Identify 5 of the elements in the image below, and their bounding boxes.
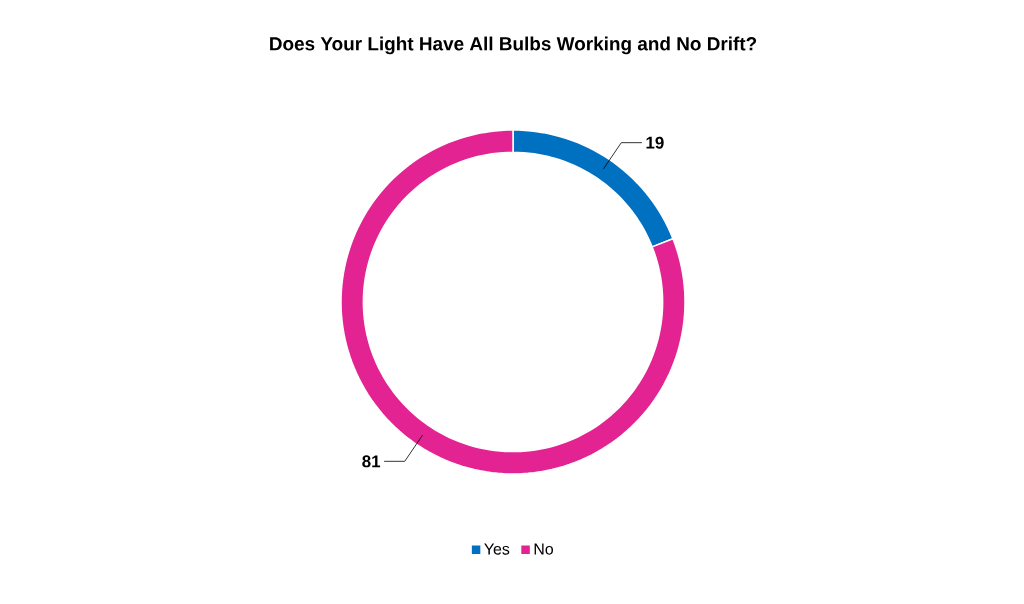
legend-label: No <box>534 543 554 555</box>
data-label: 81 <box>362 455 381 468</box>
legend-label: Yes <box>484 543 510 555</box>
data-label: 19 <box>646 136 664 149</box>
chart-title: Does Your Light Have All Bulbs Working and No Drift? <box>270 36 757 55</box>
